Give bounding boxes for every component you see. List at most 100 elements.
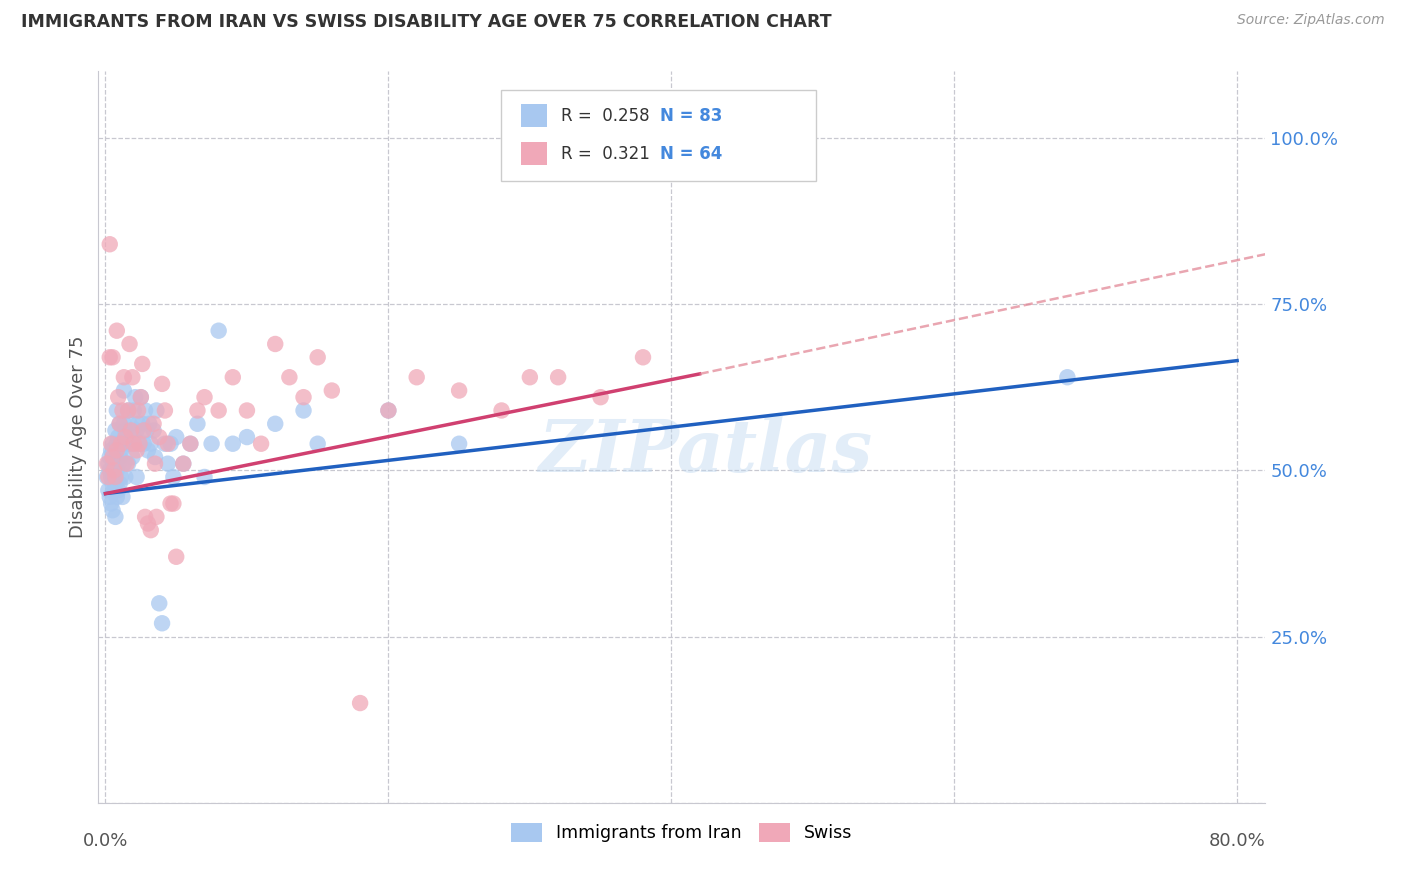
Point: [131, 357, 153, 371]
Point: [120, 436, 142, 450]
Point: [120, 424, 142, 438]
Point: [100, 436, 122, 450]
Point: [121, 370, 143, 384]
Point: [100, 497, 122, 511]
Point: [129, 390, 152, 404]
Point: [519, 370, 541, 384]
Point: [117, 403, 139, 417]
Point: [108, 417, 131, 431]
Point: [139, 523, 162, 537]
Point: [159, 436, 181, 450]
Point: [139, 436, 162, 450]
Point: [112, 384, 135, 398]
Point: [142, 424, 165, 438]
Point: [143, 457, 166, 471]
Point: [179, 436, 201, 450]
Point: [97, 470, 120, 484]
Point: [145, 403, 167, 417]
Text: R =  0.321: R = 0.321: [561, 145, 650, 162]
Text: 80.0%: 80.0%: [1209, 832, 1265, 850]
Point: [134, 509, 156, 524]
Text: R =  0.258: R = 0.258: [561, 107, 650, 125]
Point: [307, 351, 329, 365]
Point: [236, 403, 259, 417]
Point: [105, 403, 128, 417]
Point: [172, 457, 194, 471]
Point: [547, 370, 569, 384]
Point: [100, 470, 122, 484]
Point: [118, 417, 141, 431]
Point: [110, 470, 132, 484]
Point: [148, 596, 170, 610]
Point: [222, 436, 245, 450]
Point: [127, 417, 149, 431]
Point: [165, 549, 187, 564]
Point: [236, 430, 259, 444]
Point: [107, 430, 129, 444]
Point: [105, 490, 128, 504]
Point: [193, 390, 215, 404]
Y-axis label: Disability Age Over 75: Disability Age Over 75: [69, 335, 87, 539]
Point: [105, 463, 128, 477]
Point: [98, 463, 121, 477]
Point: [98, 237, 121, 252]
Point: [103, 457, 125, 471]
Point: [125, 424, 148, 438]
Point: [136, 443, 159, 458]
Point: [105, 443, 128, 458]
Point: [150, 616, 173, 631]
Point: [377, 403, 399, 417]
Point: [208, 403, 231, 417]
Point: [104, 424, 127, 438]
Point: [449, 436, 471, 450]
Point: [136, 516, 159, 531]
Point: [162, 470, 184, 484]
Point: [172, 457, 194, 471]
Point: [135, 424, 157, 438]
Point: [111, 436, 134, 450]
Point: [105, 436, 128, 450]
Point: [103, 483, 125, 498]
Point: [114, 430, 136, 444]
Point: [97, 457, 120, 471]
Point: [117, 403, 139, 417]
Point: [101, 436, 124, 450]
Point: [491, 403, 513, 417]
FancyBboxPatch shape: [520, 104, 547, 127]
Point: [101, 503, 124, 517]
Point: [105, 324, 128, 338]
Point: [104, 476, 127, 491]
Point: [114, 424, 136, 438]
Point: [98, 351, 121, 365]
Point: [112, 417, 135, 431]
Point: [115, 436, 138, 450]
Point: [117, 457, 139, 471]
Point: [110, 443, 132, 458]
Point: [292, 390, 315, 404]
Point: [96, 470, 118, 484]
Point: [112, 370, 135, 384]
Point: [134, 403, 156, 417]
Point: [122, 430, 145, 444]
Point: [138, 417, 160, 431]
Point: [101, 463, 124, 477]
Point: [112, 457, 135, 471]
Point: [127, 403, 149, 417]
Text: ZIPatlas: ZIPatlas: [538, 417, 872, 487]
Point: [115, 457, 138, 471]
Text: N = 64: N = 64: [659, 145, 723, 162]
Point: [114, 470, 136, 484]
Point: [165, 430, 187, 444]
Point: [111, 403, 134, 417]
Point: [589, 390, 612, 404]
Point: [307, 436, 329, 450]
Point: [159, 497, 181, 511]
Point: [193, 470, 215, 484]
Point: [208, 324, 231, 338]
Point: [349, 696, 371, 710]
Legend: Immigrants from Iran, Swiss: Immigrants from Iran, Swiss: [505, 816, 859, 849]
Point: [162, 497, 184, 511]
Point: [108, 450, 131, 464]
Point: [124, 390, 146, 404]
Point: [103, 463, 125, 477]
